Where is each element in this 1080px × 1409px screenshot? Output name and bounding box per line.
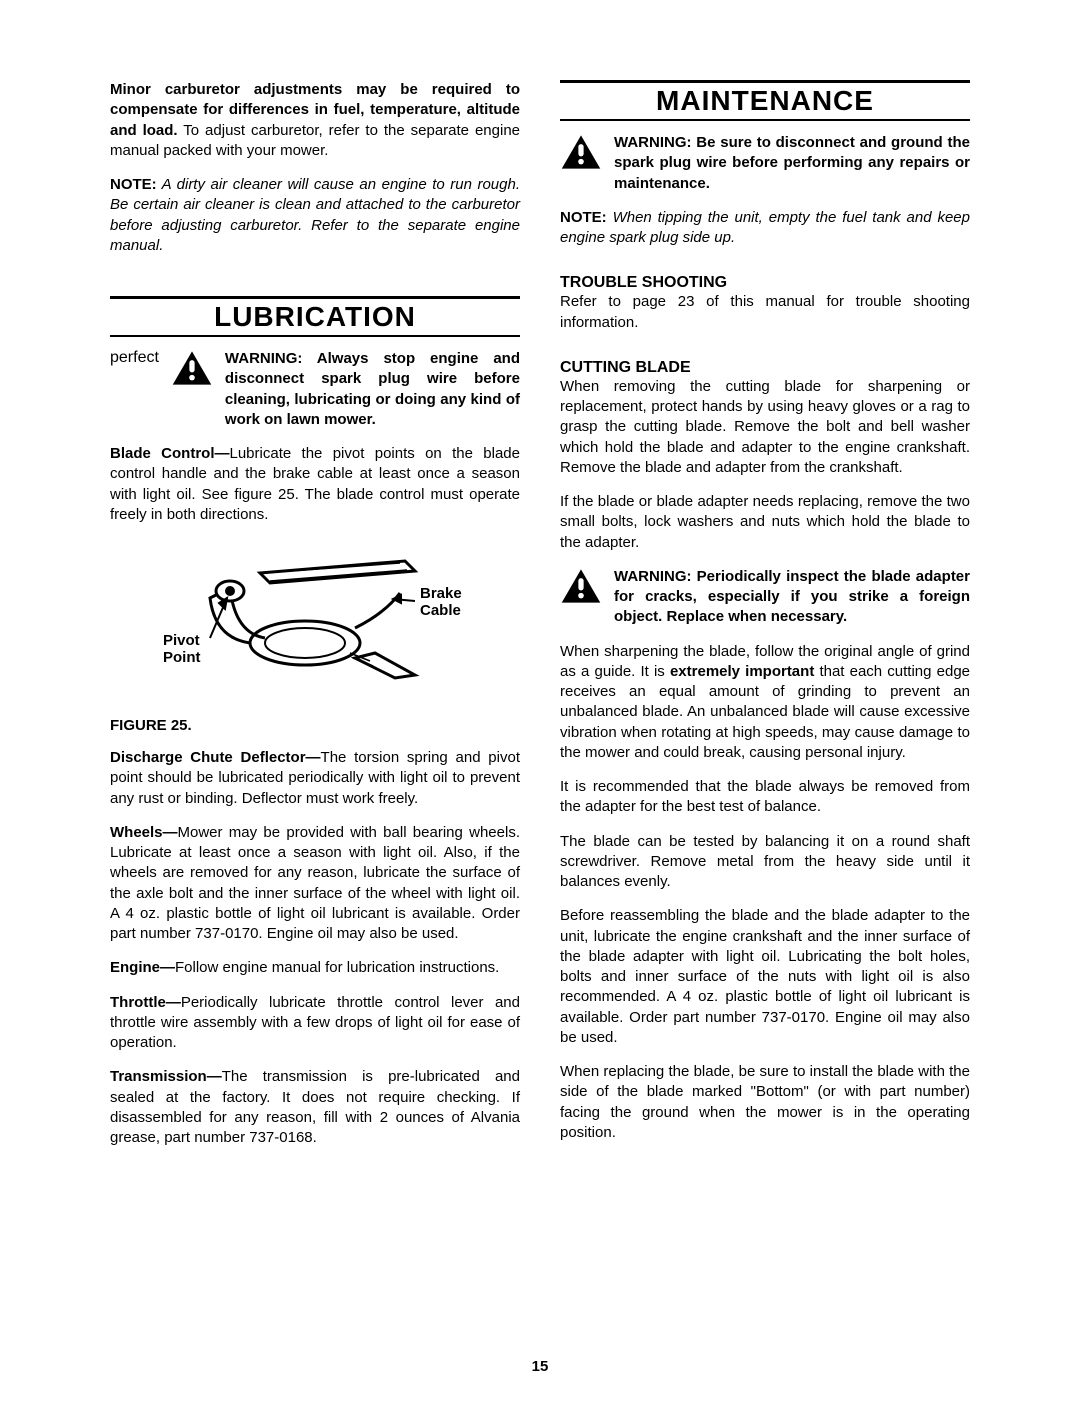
engine-paragraph: Engine—Follow engine manual for lubricat… bbox=[110, 958, 520, 978]
brake-label: Brake bbox=[420, 585, 462, 602]
left-column: Minor carburetor adjustments may be requ… bbox=[110, 80, 520, 1162]
cutting-blade-heading: CUTTING BLADE bbox=[560, 359, 970, 377]
cutting-warning-text: WARNING: Periodically inspect the blade … bbox=[614, 567, 970, 628]
transmission-paragraph: Transmission—The transmission is pre-lub… bbox=[110, 1067, 520, 1148]
maint-note-body: When tipping the unit, empty the fuel ta… bbox=[560, 209, 970, 246]
maintenance-title: MAINTENANCE bbox=[560, 85, 970, 117]
maintenance-warning: WARNING: Be sure to disconnect and groun… bbox=[560, 133, 970, 194]
note-label: NOTE: bbox=[110, 176, 157, 193]
warning-triangle-icon bbox=[560, 567, 602, 605]
discharge-paragraph: Discharge Chute Deflector—The torsion sp… bbox=[110, 748, 520, 809]
cable-label: Cable bbox=[420, 602, 461, 619]
lubrication-warning-text: WARNING: Always stop engine and disconne… bbox=[225, 349, 520, 430]
figure-25: Brake Cable Pivot Point FIGURE 25. bbox=[110, 543, 520, 734]
right-column: MAINTENANCE WARNING: Be sure to disconne… bbox=[560, 80, 970, 1162]
warning-triangle-icon bbox=[171, 349, 213, 387]
maint-note-label: NOTE: bbox=[560, 209, 607, 226]
cutting-p6: Before reassembling the blade and the bl… bbox=[560, 906, 970, 1048]
carburetor-paragraph: Minor carburetor adjustments may be requ… bbox=[110, 80, 520, 161]
cutting-p7: When replacing the blade, be sure to ins… bbox=[560, 1062, 970, 1143]
trouble-shooting-heading: TROUBLE SHOOTING bbox=[560, 274, 970, 292]
cutting-p2: If the blade or blade adapter needs repl… bbox=[560, 492, 970, 553]
two-column-layout: Minor carburetor adjustments may be requ… bbox=[110, 80, 970, 1162]
wheels-body: Mower may be provided with ball bearing … bbox=[110, 824, 520, 942]
figure-25-diagram: Brake Cable Pivot Point bbox=[155, 543, 475, 703]
lubrication-heading-rule: LUBRICATION bbox=[110, 296, 520, 337]
cutting-p5: The blade can be tested by balancing it … bbox=[560, 832, 970, 893]
figure-25-caption: FIGURE 25. bbox=[110, 717, 520, 734]
blade-control-paragraph: Blade Control—Lubricate the pivot points… bbox=[110, 444, 520, 525]
maintenance-warning-text: WARNING: Be sure to disconnect and groun… bbox=[614, 133, 970, 194]
cutting-p3b: extremely important bbox=[670, 663, 814, 680]
cutting-p4: It is recommended that the blade always … bbox=[560, 777, 970, 818]
lubrication-title: LUBRICATION bbox=[110, 301, 520, 333]
throttle-paragraph: Throttle—Periodically lubricate throttle… bbox=[110, 993, 520, 1054]
transmission-label: Transmission— bbox=[110, 1068, 222, 1085]
note-body: A dirty air cleaner will cause an engine… bbox=[110, 176, 520, 254]
point-label: Point bbox=[163, 649, 201, 666]
lubrication-warning: perfect WARNING: Always stop engine and … bbox=[110, 349, 520, 430]
warning-triangle-icon bbox=[560, 133, 602, 171]
blade-control-label: Blade Control— bbox=[110, 445, 230, 462]
note-paragraph: NOTE: A dirty air cleaner will cause an … bbox=[110, 175, 520, 256]
trouble-shooting-body: Refer to page 23 of this manual for trou… bbox=[560, 292, 970, 333]
wheels-label: Wheels— bbox=[110, 824, 178, 841]
throttle-label: Throttle— bbox=[110, 994, 181, 1011]
page-number: 15 bbox=[0, 1358, 1080, 1375]
cutting-p3: When sharpening the blade, follow the or… bbox=[560, 642, 970, 764]
discharge-label: Discharge Chute Deflector— bbox=[110, 749, 321, 766]
engine-label: Engine— bbox=[110, 959, 175, 976]
engine-body: Follow engine manual for lubrication ins… bbox=[175, 959, 499, 976]
pivot-label: Pivot bbox=[163, 632, 200, 649]
cutting-warning: WARNING: Periodically inspect the blade … bbox=[560, 567, 970, 628]
cutting-p1: When removing the cutting blade for shar… bbox=[560, 377, 970, 478]
wheels-paragraph: Wheels—Mower may be provided with ball b… bbox=[110, 823, 520, 945]
maintenance-heading-rule: MAINTENANCE bbox=[560, 80, 970, 121]
maintenance-note: NOTE: When tipping the unit, empty the f… bbox=[560, 208, 970, 249]
